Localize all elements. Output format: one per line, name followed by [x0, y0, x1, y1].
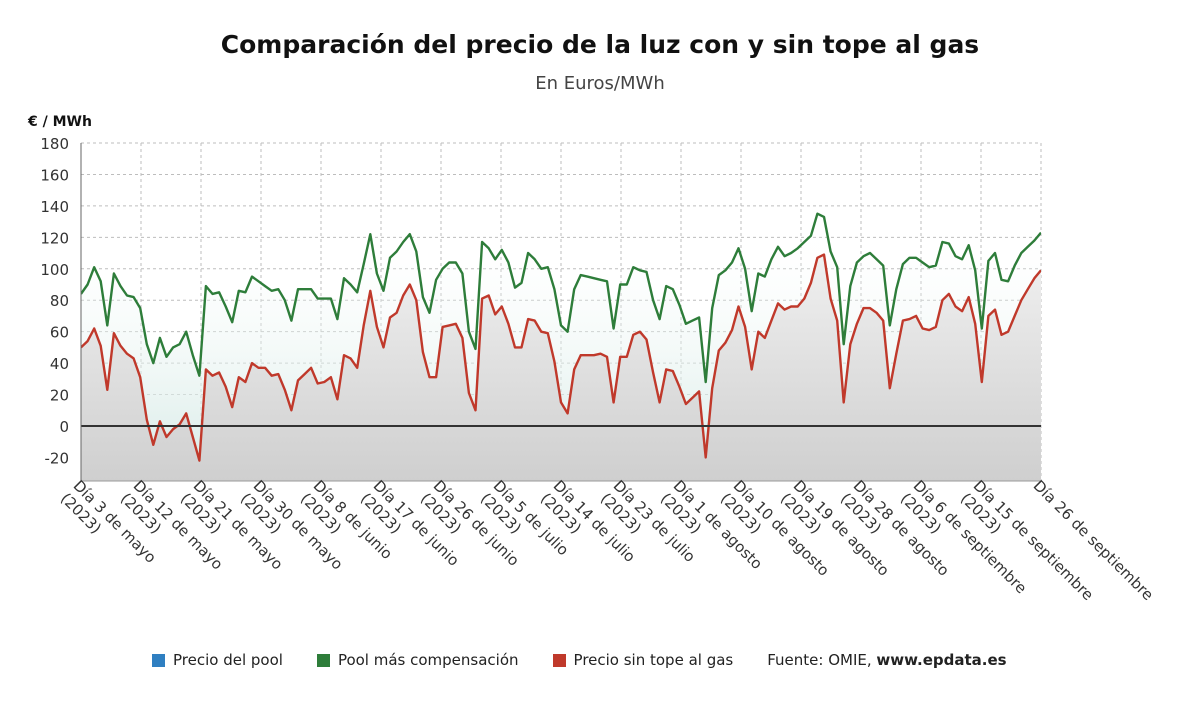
x-tick-labels: Día 3 de mayo(2023) Día 12 de mayo(2023) D… [57, 477, 1157, 604]
series-line-pool-compensacion [81, 212, 1041, 384]
area-fills [81, 213, 1041, 481]
y-tick-label: 140 [40, 198, 69, 216]
source-prefix: Fuente: OMIE, [767, 651, 877, 669]
axes [80, 143, 1041, 482]
y-tick-label: -20 [45, 449, 70, 467]
legend-label-sin-tope: Precio sin tope al gas [573, 651, 734, 669]
legend-item-pool-compensacion[interactable]: Pool más compensación [316, 651, 519, 669]
legend-item-pool[interactable]: Precio del pool [152, 651, 283, 669]
series-line-sin-tope [81, 253, 1041, 462]
y-tick-label: 0 [59, 418, 69, 436]
y-tick-label: 40 [50, 355, 69, 373]
y-tick-label: 180 [40, 135, 69, 153]
x-tick-label: Día 26 de septiembre [1030, 477, 1157, 604]
source-site: www.epdata.es [876, 651, 1007, 669]
legend-item-sin-tope[interactable]: Precio sin tope al gas [552, 651, 734, 669]
legend-label-pool: Precio del pool [173, 651, 283, 669]
y-tick-label: 120 [40, 229, 69, 247]
area-sin-tope [81, 254, 1041, 481]
y-tick-labels: -20 0 20 40 60 80 100 120 140 160 180 [40, 135, 69, 467]
legend-swatch-pool-compensacion [316, 653, 330, 667]
y-tick-label: 160 [40, 166, 69, 184]
chart-title: Comparación del precio de la luz con y s… [220, 30, 980, 59]
series-lines [81, 212, 1041, 462]
source-credit: Fuente: OMIE, www.epdata.es [767, 651, 1006, 669]
y-tick-label: 20 [50, 387, 69, 405]
chart-subtitle: En Euros/MWh [535, 73, 665, 94]
y-axis-unit-label: € / MWh [28, 114, 92, 130]
legend-label-pool-compensacion: Pool más compensación [337, 651, 519, 669]
y-tick-label: 100 [40, 261, 69, 279]
y-tick-label: 80 [50, 292, 69, 310]
legend-swatch-sin-tope [552, 653, 566, 667]
legend-swatch-pool [152, 653, 165, 667]
legend: Precio del pool Pool más compensación Pr… [152, 650, 1007, 670]
y-tick-label: 60 [50, 324, 69, 342]
